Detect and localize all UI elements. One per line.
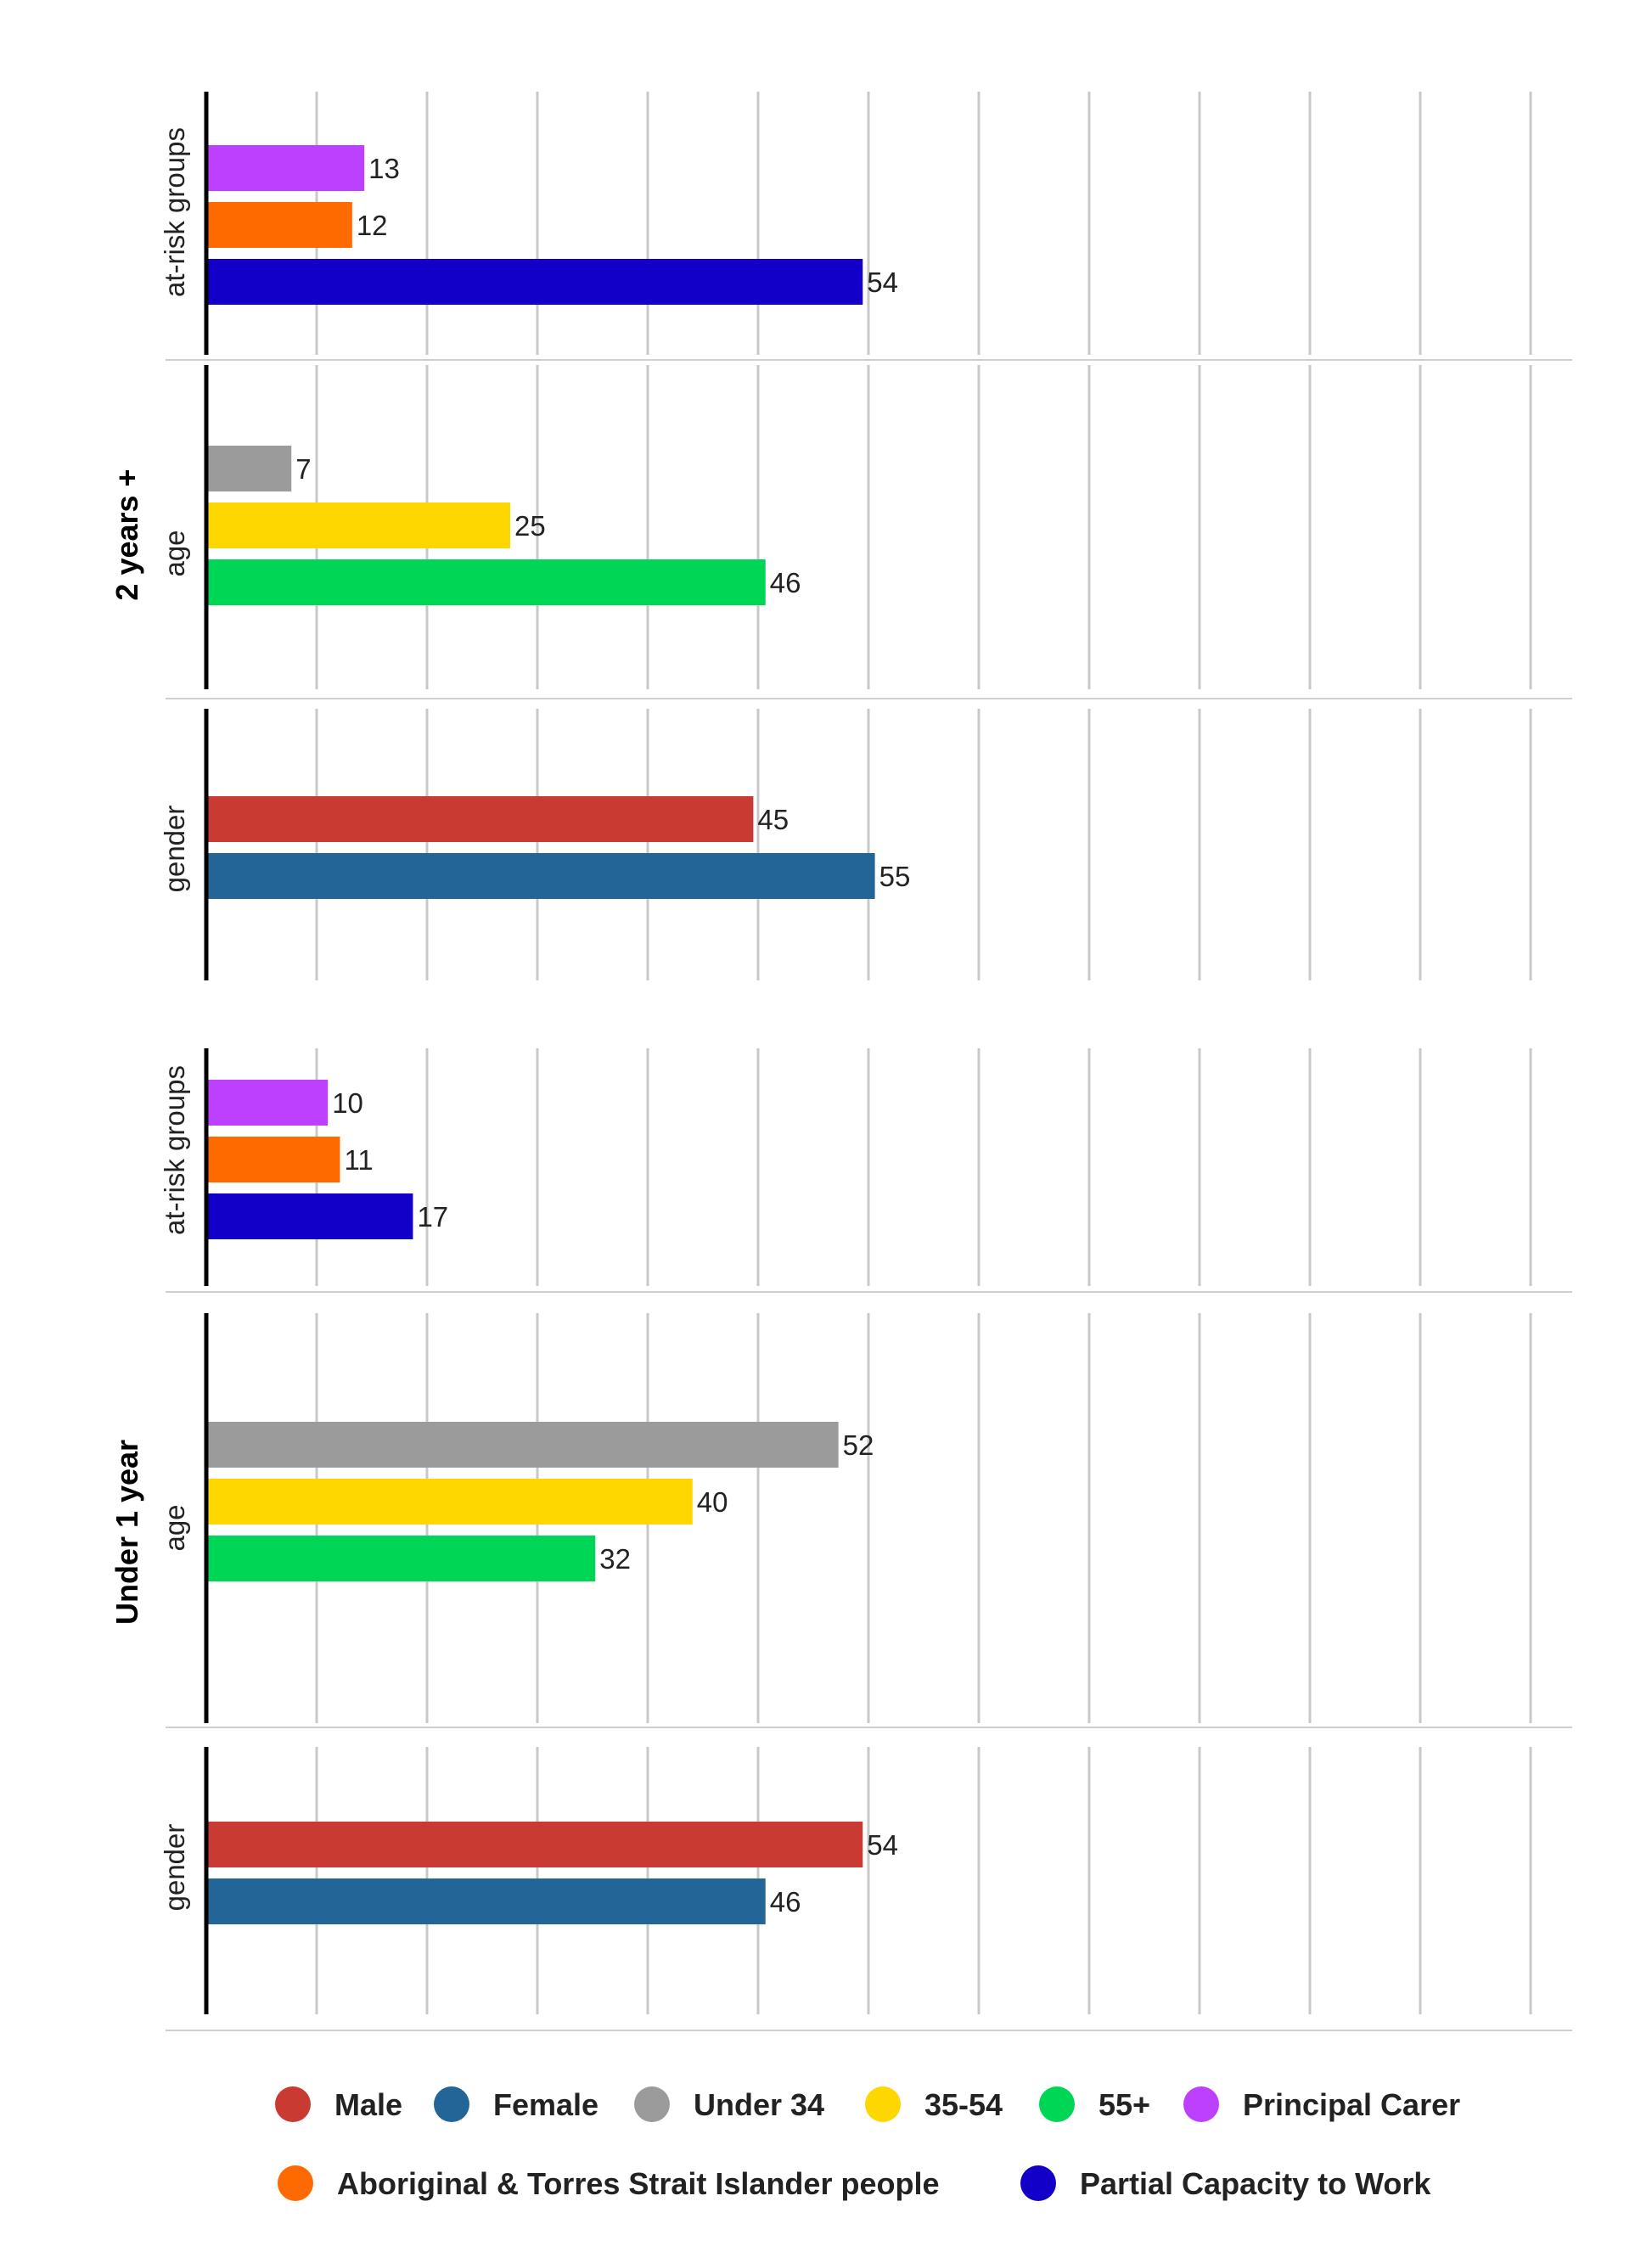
bar-value-label: 45 <box>757 804 789 835</box>
bar-female <box>206 1878 766 1924</box>
bar-value-label: 12 <box>357 210 388 241</box>
legend-marker-atsi <box>278 2165 313 2201</box>
bar-age35_54 <box>206 503 510 548</box>
bar-value-label: 7 <box>295 453 311 485</box>
bar-female <box>206 853 875 899</box>
bar-principal_carer <box>206 145 365 191</box>
bar-value-label: 46 <box>770 1886 801 1918</box>
bar-under34 <box>206 1422 839 1468</box>
bar-value-label: 54 <box>867 267 898 298</box>
legend-label: 35-54 <box>924 2087 1003 2122</box>
bar-value-label: 13 <box>368 153 400 184</box>
bar-value-label: 52 <box>843 1429 874 1461</box>
bar-value-label: 32 <box>599 1543 631 1575</box>
legend-marker-female <box>434 2086 469 2122</box>
bar-value-label: 54 <box>867 1829 898 1861</box>
section-label: gender <box>159 1824 190 1912</box>
bar-value-label: 17 <box>417 1201 448 1233</box>
bar-atsi <box>206 202 352 248</box>
bar-age55plus <box>206 1536 596 1581</box>
bar-atsi <box>206 1137 340 1182</box>
bar-male <box>206 796 754 842</box>
group-label: 2 years + <box>110 469 144 600</box>
section-label: age <box>159 530 190 576</box>
legend-marker-under34 <box>634 2086 670 2122</box>
legend-marker-age55plus <box>1039 2086 1075 2122</box>
bar-value-label: 25 <box>514 510 546 542</box>
bar-male <box>206 1822 863 1867</box>
section-label: at-risk groups <box>159 127 190 297</box>
section-label: age <box>159 1504 190 1551</box>
bar-value-label: 46 <box>770 567 801 598</box>
bar-value-label: 10 <box>332 1087 363 1119</box>
section-label: at-risk groups <box>159 1065 190 1235</box>
bar-value-label: 40 <box>697 1486 728 1518</box>
bar-partial_capacity <box>206 259 863 305</box>
bar-value-label: 11 <box>345 1144 374 1176</box>
legend-marker-partial_capacity <box>1020 2165 1056 2201</box>
bar-age55plus <box>206 559 766 605</box>
bar-under34 <box>206 446 292 491</box>
legend-marker-age35_54 <box>865 2086 901 2122</box>
legend-label: Male <box>334 2087 402 2122</box>
legend-marker-principal_carer <box>1183 2086 1219 2122</box>
group-label: Under 1 year <box>110 1440 144 1625</box>
legend-label: Aboriginal & Torres Strait Islander peop… <box>337 2166 939 2201</box>
legend-marker-male <box>275 2086 311 2122</box>
legend-label: Partial Capacity to Work <box>1080 2166 1431 2201</box>
legend-label: 55+ <box>1099 2087 1150 2122</box>
legend-label: Under 34 <box>694 2087 824 2122</box>
bar-age35_54 <box>206 1479 693 1525</box>
legend-label: Female <box>493 2087 598 2122</box>
bar-partial_capacity <box>206 1193 413 1239</box>
bar-principal_carer <box>206 1080 329 1126</box>
legend-label: Principal Carer <box>1243 2087 1460 2122</box>
bar-value-label: 55 <box>879 861 911 892</box>
section-label: gender <box>159 806 190 893</box>
